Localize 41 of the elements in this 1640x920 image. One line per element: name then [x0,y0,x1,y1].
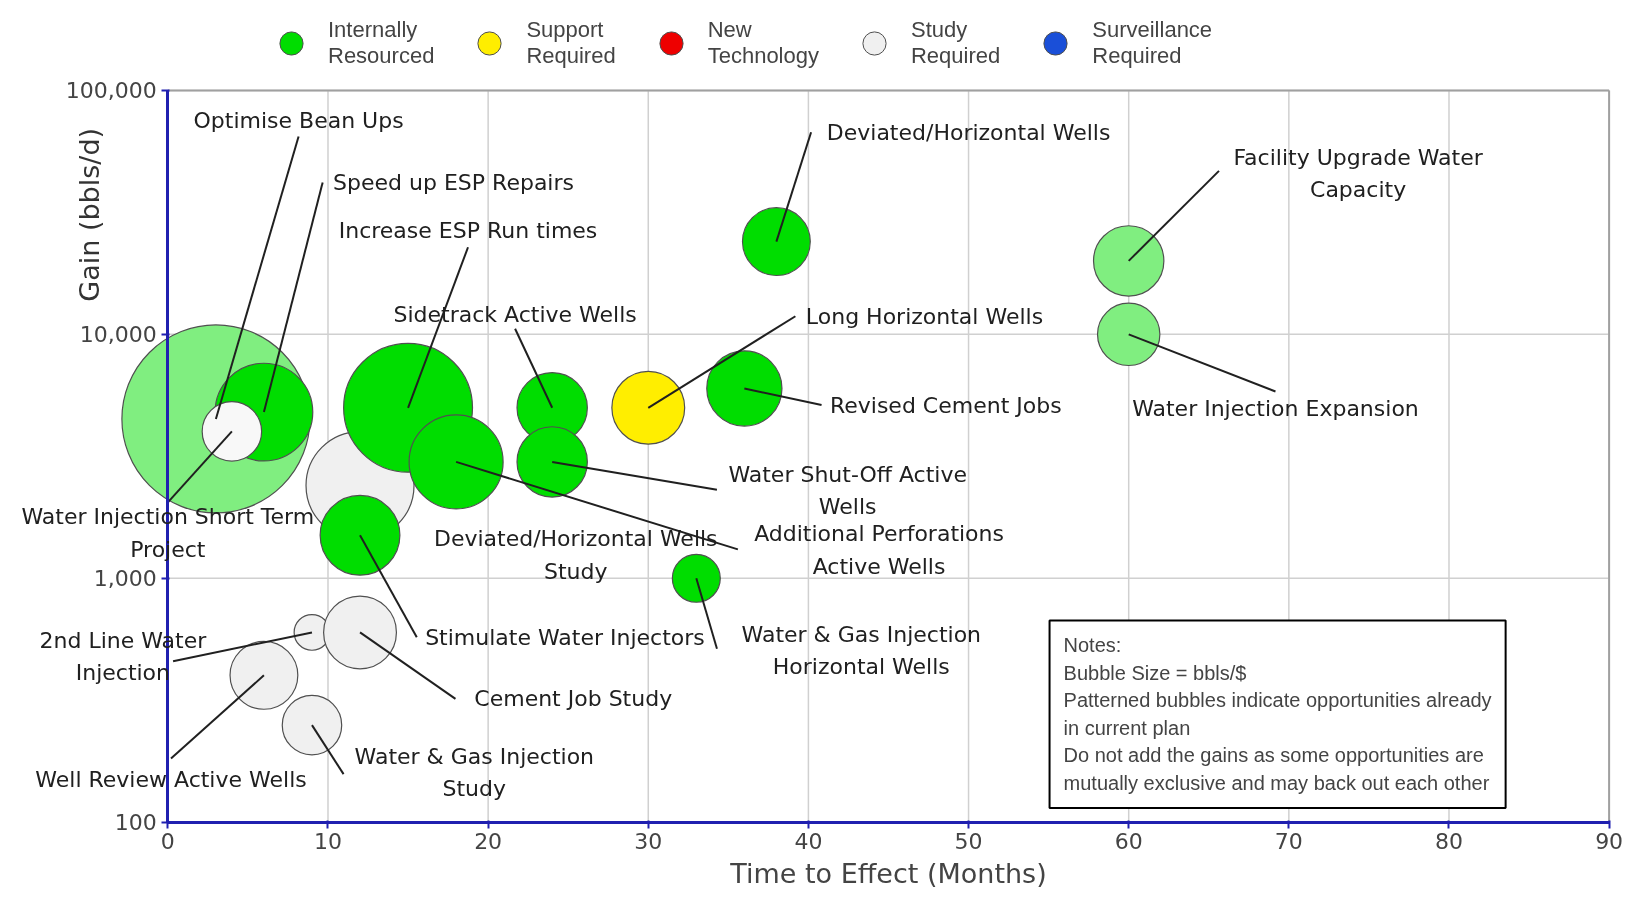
x-tick-label: 0 [160,829,175,855]
annotation: Notes: [1063,634,1122,657]
x-tick-label: 90 [1595,829,1624,855]
annotation: Deviated/Horizontal Wells Study [433,526,718,584]
x-tick-label: 20 [474,829,503,855]
annotation: Water & Gas Injection Horizontal Wells [741,621,982,679]
x-tick-label: 30 [634,829,663,855]
y-axis-title: Gain (bbls/d) [73,127,105,302]
annotation: Speed up ESP Repairs [333,169,574,195]
y-tick-label: 100 [114,810,157,836]
y-tick-label: 10,000 [79,322,157,348]
legend-label: Surveillance Required [1092,17,1213,69]
y-tick-label: 100,000 [65,78,157,104]
annotation: Stimulate Water Injectors [425,624,705,650]
x-tick-label: 60 [1114,829,1143,855]
x-tick-label: 10 [313,829,342,855]
annotation: Patterned bubbles indicate opportunities already in current plan [1063,689,1492,739]
annotation: Long Horizontal Wells [805,303,1044,329]
annotation: Bubble Size = bbls/$ [1063,661,1247,684]
annotation: Revised Cement Jobs [829,392,1062,418]
x-tick-label: 40 [794,829,823,855]
annotation: Well Review Active Wells [35,766,307,792]
annotation: Water Injection Expansion [1132,395,1419,421]
legend-label: Internally Resourced [328,17,435,69]
annotation: Optimise Bean Ups [193,108,404,134]
annotation: Facility Upgrade Water Capacity [1233,144,1484,203]
annotation: Do not add the gains as some opportunities are mutually exclusive and may back out each other [1063,744,1490,794]
legend-label: Study Required [910,17,1001,69]
y-tick-label: 1,000 [93,566,157,592]
x-axis-title: Time to Effect (Months) [729,857,1047,889]
x-tick-label: 50 [954,829,983,855]
x-tick-label: 70 [1274,829,1303,855]
annotation: Water & Gas Injection Study [354,743,595,802]
annotation: Cement Job Study [474,686,673,712]
annotation: Water Shut-Off Active Wells [728,461,967,520]
annotation: Additional Perforations Active Wells [754,521,1004,579]
legend-label: New Technology [707,17,819,69]
x-tick-label: 80 [1434,829,1463,855]
annotation: Increase ESP Run times [338,217,598,243]
legend-label: Support Required [526,17,616,69]
annotation: Deviated/Horizontal Wells [826,119,1111,145]
